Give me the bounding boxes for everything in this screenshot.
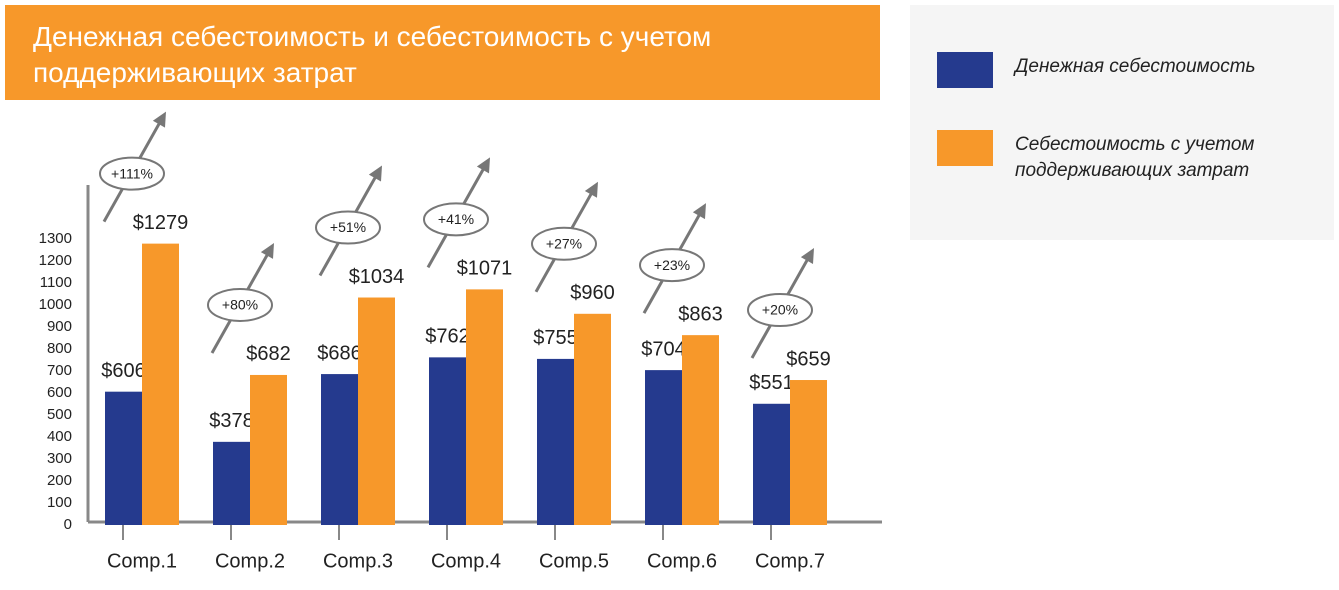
y-tick-label: 400: [47, 428, 72, 445]
annotation: +20%: [762, 302, 798, 318]
annotation: +23%: [654, 257, 690, 273]
annotation: +27%: [546, 236, 582, 252]
y-tick-label: 100: [47, 494, 72, 511]
bar: [466, 289, 503, 525]
value-label: $1279: [133, 212, 189, 234]
annotation: +41%: [438, 211, 474, 227]
x-tick-label: Comp.2: [215, 550, 285, 572]
arrow-head: [584, 181, 598, 198]
y-tick-label: 700: [47, 362, 72, 379]
bar: [574, 313, 611, 525]
legend-swatch: [937, 52, 993, 88]
y-tick-label: 1200: [39, 252, 72, 269]
annotation: +80%: [222, 297, 258, 313]
bar: [213, 441, 250, 525]
arrow-head: [152, 111, 166, 128]
y-tick-label: 600: [47, 384, 72, 401]
x-tick-label: Comp.4: [431, 550, 501, 572]
legend-swatch: [937, 130, 993, 166]
y-tick-label: 500: [47, 406, 72, 423]
arrow-head: [692, 203, 706, 220]
bar: [753, 403, 790, 525]
legend-label: Себестоимость с учетом поддерживающих за…: [1015, 134, 1255, 181]
bar: [105, 391, 142, 525]
y-tick-label: 0: [64, 516, 72, 533]
y-tick-label: 900: [47, 318, 72, 335]
value-label: $762: [425, 326, 470, 348]
y-tick-label: 1300: [39, 230, 72, 247]
value-label: $704: [641, 338, 686, 360]
x-tick-label: Comp.5: [539, 550, 609, 572]
annotation-badge: [423, 202, 489, 237]
y-tick-label: 300: [47, 450, 72, 467]
bar: [537, 358, 574, 525]
x-tick-label: Comp.6: [647, 550, 717, 572]
value-label: $1034: [349, 266, 405, 288]
annotation-badge: [315, 210, 381, 245]
annotation: +51%: [330, 219, 366, 235]
legend: [910, 5, 1334, 240]
value-label: $1071: [457, 258, 513, 280]
value-label: $659: [786, 348, 831, 370]
arrow-head: [368, 165, 382, 182]
x-tick-label: Comp.1: [107, 550, 177, 572]
y-tick-label: 1100: [40, 274, 72, 291]
x-tick-label: Comp.7: [755, 550, 825, 572]
value-label: $686: [317, 342, 362, 364]
bar: [358, 297, 395, 525]
value-label: $606: [101, 360, 146, 382]
bar: [321, 374, 358, 525]
annotation-badge: [99, 156, 165, 191]
annotation-badge: [207, 287, 273, 322]
chart-title: Денежная себестоимость и себестоимость с…: [5, 5, 880, 100]
arrow-head: [260, 242, 274, 259]
y-tick-label: 800: [47, 340, 72, 357]
bar: [142, 243, 179, 525]
y-tick-label: 200: [47, 472, 72, 489]
legend-label: Денежная себестоимость: [1015, 56, 1256, 77]
value-label: $863: [678, 303, 723, 325]
bar: [645, 370, 682, 525]
annotation-badge: [531, 226, 597, 261]
bar: [250, 374, 287, 525]
x-tick-label: Comp.3: [323, 550, 393, 572]
value-label: $960: [570, 282, 615, 304]
arrow-head: [476, 157, 490, 174]
annotation-badge: [639, 248, 705, 283]
y-tick-label: 1000: [39, 296, 72, 313]
bar: [682, 335, 719, 525]
value-label: $755: [533, 327, 578, 349]
value-label: $551: [749, 372, 794, 394]
value-label: $378: [209, 410, 254, 432]
arrow-head: [800, 248, 814, 264]
value-label: $682: [246, 343, 291, 365]
bar: [429, 357, 466, 525]
annotation: +111%: [111, 165, 153, 181]
annotation-badge: [747, 293, 813, 328]
bar: [790, 380, 827, 525]
